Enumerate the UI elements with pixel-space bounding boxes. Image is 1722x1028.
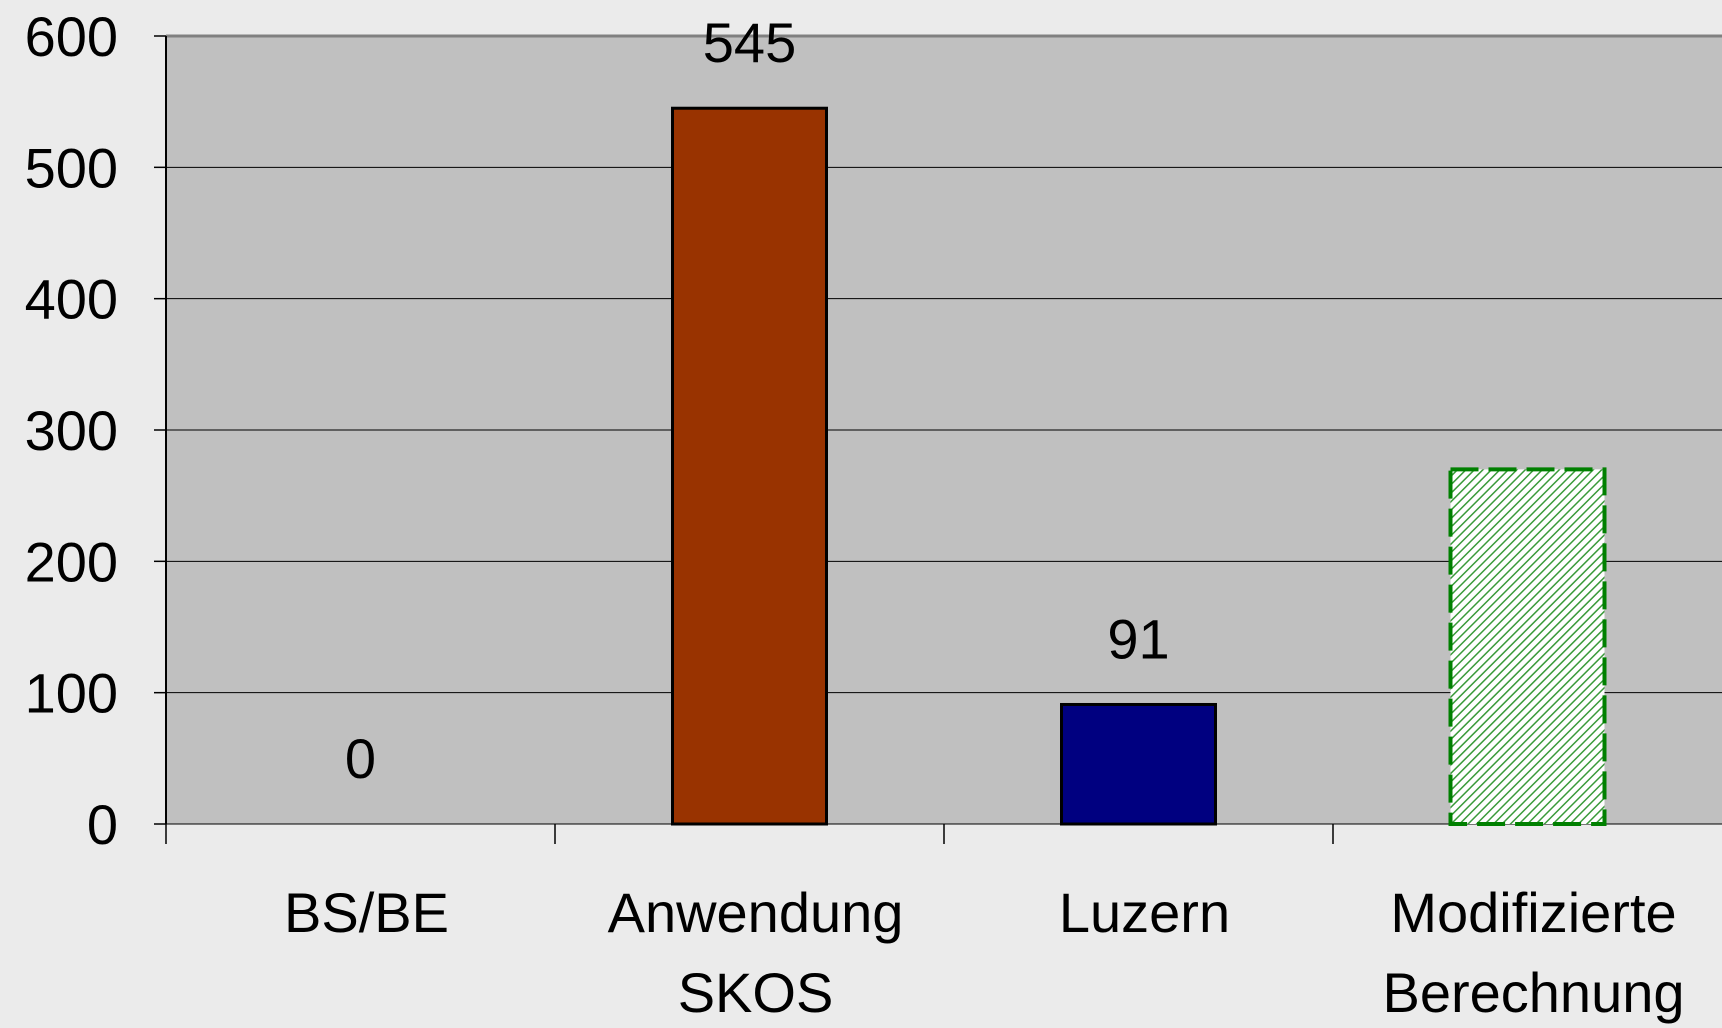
y-tick-label: 100 <box>25 662 118 725</box>
y-tick-label: 0 <box>87 793 118 856</box>
bar <box>1060 702 1217 826</box>
x-tick-label: BS/BE <box>284 881 449 944</box>
bar <box>671 106 828 826</box>
value-label: 91 <box>1107 607 1169 670</box>
y-tick-label: 300 <box>25 399 118 462</box>
y-tick-label: 400 <box>25 268 118 331</box>
value-label: 545 <box>703 11 796 74</box>
bar <box>1448 467 1607 826</box>
y-tick-label: 200 <box>25 530 118 593</box>
x-tick-label: Modifizierte Berechnung <box>1382 881 1684 1024</box>
x-tick-label: Anwendung SKOS <box>608 881 904 1024</box>
x-tick-label: Luzern <box>1059 881 1230 944</box>
y-tick-label: 600 <box>25 5 118 68</box>
y-tick-label: 500 <box>25 136 118 199</box>
value-label: 0 <box>345 727 376 790</box>
